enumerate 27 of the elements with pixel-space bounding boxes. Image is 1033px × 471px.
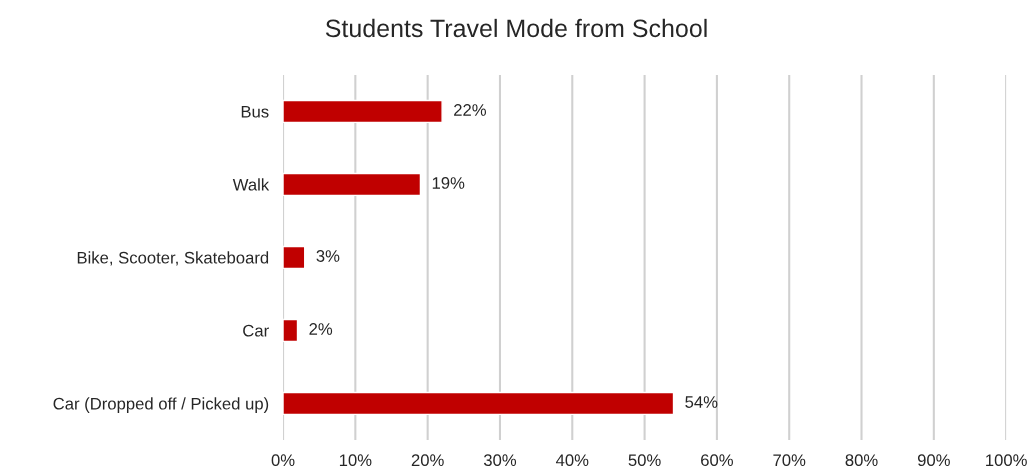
- data-label: 22%: [454, 104, 486, 116]
- chart-title: Students Travel Mode from School: [325, 18, 707, 38]
- bar: [283, 245, 306, 270]
- x-tick-label: 70%: [773, 454, 806, 467]
- data-label: 19%: [432, 177, 465, 189]
- bar: [283, 99, 443, 124]
- x-tick-label: 10%: [339, 454, 372, 467]
- x-tick-label: 60%: [701, 454, 733, 467]
- data-label: 54%: [685, 396, 718, 408]
- x-tick-label: 30%: [483, 454, 517, 467]
- x-tick-label: 50%: [628, 454, 661, 467]
- y-tick-label: Car (Dropped off / Picked up): [53, 397, 269, 413]
- x-tick-label: 100%: [986, 454, 1027, 467]
- data-label: 3%: [316, 250, 340, 262]
- bar: [283, 318, 299, 343]
- data-label: 2%: [309, 323, 333, 335]
- y-tick-label: Bus: [241, 105, 269, 118]
- x-tick-label: 0%: [271, 454, 295, 467]
- bar: [283, 391, 675, 416]
- y-tick-label: Car: [243, 324, 269, 337]
- y-tick-label: Walk: [232, 178, 270, 191]
- y-tick-label: Bike, Scooter, Skateboard: [77, 251, 269, 266]
- bar: [283, 172, 422, 197]
- x-tick-label: 90%: [917, 454, 950, 467]
- x-tick-label: 80%: [845, 454, 878, 467]
- x-tick-label: 20%: [411, 454, 444, 467]
- x-tick-label: 40%: [555, 454, 589, 467]
